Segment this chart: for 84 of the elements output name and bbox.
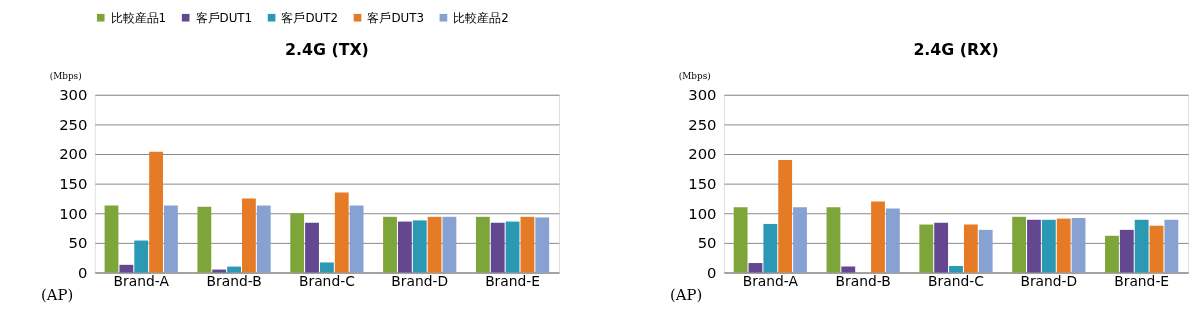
bar: [793, 207, 807, 273]
y-axis-title: (Mbps): [49, 71, 82, 82]
bar: [164, 205, 178, 273]
bar: [919, 224, 934, 273]
y-tick-label: 100: [688, 204, 717, 222]
bar: [334, 192, 349, 273]
bar: [1041, 219, 1056, 273]
bar: [963, 224, 978, 273]
bar: [763, 223, 778, 273]
y-tick-label: 50: [68, 234, 88, 252]
bar: [520, 216, 535, 273]
y-tick-label: 300: [59, 86, 88, 104]
bar: [1071, 218, 1086, 273]
x-tick-label: Brand-D: [391, 272, 449, 289]
x-axis-title: (AP): [40, 285, 74, 303]
bar: [119, 264, 134, 273]
bar: [978, 229, 993, 273]
bar: [149, 151, 163, 273]
bar: [934, 222, 949, 273]
bar: [826, 207, 841, 273]
legend-label: 客戶DUT1: [195, 10, 253, 25]
bar: [1027, 219, 1041, 273]
y-tick-label: 50: [697, 234, 717, 252]
bar: [412, 220, 427, 273]
bar: [397, 221, 412, 273]
chart-title: 2.4G (RX): [913, 40, 999, 60]
bar: [535, 217, 550, 273]
bar: [1012, 216, 1027, 273]
bar: [104, 205, 119, 273]
bar: [949, 266, 963, 273]
bar: [427, 216, 442, 273]
bar: [212, 269, 227, 273]
bar: [442, 216, 457, 273]
bar: [305, 222, 319, 273]
bar: [1056, 218, 1071, 273]
x-tick-label: Brand-A: [113, 272, 170, 289]
x-axis-title: (AP): [670, 285, 703, 303]
bar: [383, 216, 397, 273]
legend-label: 客戶DUT3: [367, 10, 424, 25]
y-axis-title: (Mbps): [678, 71, 711, 82]
x-tick-label: Brand-E: [485, 272, 540, 289]
legend-label: 比較産品1: [110, 10, 167, 25]
bar: [1149, 225, 1164, 273]
bar: [319, 262, 334, 273]
y-tick-label: 250: [688, 115, 717, 133]
bar: [256, 205, 271, 273]
bar: [290, 213, 305, 273]
bar: [1119, 229, 1134, 273]
bar: [871, 201, 885, 273]
bar: [349, 205, 364, 273]
x-tick-label: Brand-B: [835, 272, 891, 289]
bar: [885, 208, 900, 273]
x-tick-label: Brand-C: [299, 272, 355, 289]
bar: [1105, 235, 1119, 273]
y-tick-label: 100: [59, 204, 88, 222]
x-tick-label: Brand-D: [1020, 272, 1078, 289]
bar: [778, 159, 793, 273]
y-tick-label: 300: [688, 86, 717, 104]
x-tick-label: Brand-A: [742, 272, 799, 289]
bar: [748, 263, 763, 273]
x-tick-label: Brand-E: [1114, 272, 1170, 289]
bar: [841, 266, 856, 273]
y-tick-label: 150: [59, 175, 88, 193]
bar: [475, 216, 490, 273]
y-tick-label: 0: [77, 263, 88, 281]
x-tick-label: Brand-C: [928, 272, 984, 289]
legend-label: 比較産品2: [453, 10, 509, 25]
bar: [134, 240, 149, 273]
bar: [1164, 219, 1179, 273]
y-tick-label: 250: [59, 115, 88, 133]
bar: [1134, 219, 1149, 273]
x-tick-label: Brand-B: [206, 272, 262, 289]
bar: [733, 207, 748, 273]
bar: [227, 266, 241, 273]
bar: [242, 198, 256, 273]
y-tick-label: 200: [688, 145, 717, 163]
y-tick-label: 150: [688, 175, 717, 193]
bar: [197, 206, 212, 273]
bar: [490, 222, 505, 273]
legend-label: 客戶DUT2: [281, 10, 339, 25]
y-tick-label: 0: [707, 263, 717, 281]
y-tick-label: 200: [59, 145, 88, 163]
chart-title: 2.4G (TX): [284, 40, 369, 60]
bar: [505, 221, 520, 273]
